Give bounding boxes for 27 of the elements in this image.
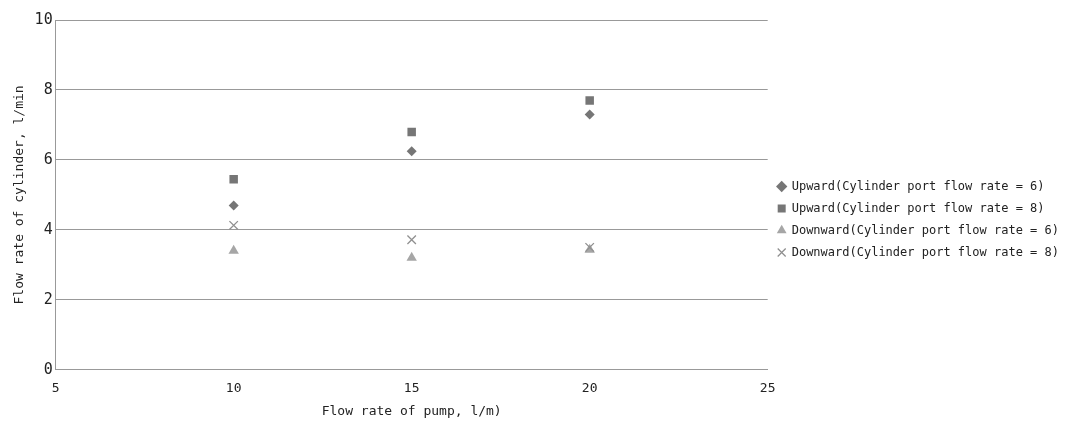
legend-label: Upward(Cylinder port flow rate = 8) bbox=[791, 200, 1045, 215]
legend-label: Upward(Cylinder port flow rate = 6) bbox=[791, 178, 1045, 193]
point bbox=[228, 244, 239, 254]
x-tick-label: 15 bbox=[403, 379, 420, 395]
y-axis-title: Flow rate of cylinder, l/min bbox=[11, 85, 27, 305]
x-axis-title: Flow rate of pump, l/m) bbox=[321, 402, 502, 418]
y-tick-label: 10 bbox=[34, 9, 53, 28]
y-tick-label: 6 bbox=[43, 149, 53, 168]
y-tick-label: 0 bbox=[43, 359, 53, 378]
x-tick-label: 5 bbox=[51, 379, 60, 395]
point bbox=[406, 234, 417, 245]
legend-label: Downward(Cylinder port flow rate = 8) bbox=[791, 244, 1059, 259]
x-tick-label: 20 bbox=[581, 379, 598, 395]
point bbox=[229, 174, 238, 184]
y-tick-label: 8 bbox=[43, 79, 53, 98]
point bbox=[585, 96, 594, 105]
point bbox=[228, 200, 239, 211]
point bbox=[228, 220, 239, 231]
legend-label: Downward(Cylinder port flow rate = 6) bbox=[791, 222, 1059, 237]
point bbox=[584, 109, 595, 120]
x-tick-label: 25 bbox=[759, 379, 776, 395]
point bbox=[406, 146, 417, 157]
y-tick-label: 4 bbox=[43, 219, 53, 238]
point bbox=[407, 127, 416, 137]
point bbox=[406, 251, 417, 261]
y-tick-label: 2 bbox=[43, 289, 53, 308]
x-tick-label: 10 bbox=[225, 379, 242, 395]
